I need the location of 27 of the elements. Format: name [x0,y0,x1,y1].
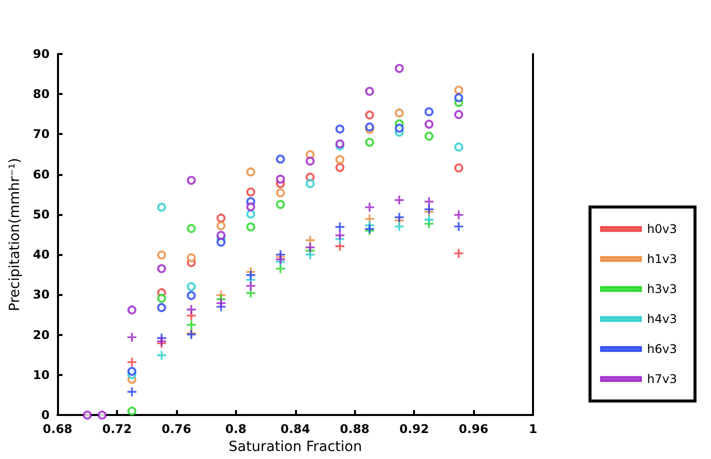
y-tick-label: 90 [32,47,50,61]
y-tick-label: 50 [32,207,50,222]
x-tick-label: 0.88 [340,422,370,436]
x-axis-title: Saturation Fraction [228,439,362,455]
y-tick-label: 20 [32,328,50,342]
x-tick-label: 1 [528,422,538,436]
y-tick-label: 80 [32,87,50,102]
legend-label: h7v3 [647,372,678,386]
y-tick-label: 70 [32,127,50,142]
x-tick-label: 0.84 [280,422,310,436]
x-tick-label: 0.72 [102,422,132,436]
y-tick-label: 10 [32,368,50,382]
y-tick-label: 40 [32,248,50,262]
x-tick-label: 0.8 [225,422,247,436]
legend-label: h6v3 [647,342,678,356]
y-tick-label: 30 [32,288,50,302]
legend-label: h3v3 [647,282,678,296]
legend-label: h4v3 [647,312,678,326]
legend-label: h1v3 [647,252,678,266]
y-tick-label: 60 [32,167,50,182]
x-tick-label: 0.68 [42,422,72,436]
x-tick-label: 0.76 [162,422,192,436]
x-tick-label: 0.92 [399,422,429,436]
x-tick-label: 0.96 [458,422,488,436]
legend-label: h0v3 [647,222,678,236]
y-axis-title: Precipitation(mmhr⁻¹) [7,158,23,312]
y-tick-label: 0 [41,408,50,422]
